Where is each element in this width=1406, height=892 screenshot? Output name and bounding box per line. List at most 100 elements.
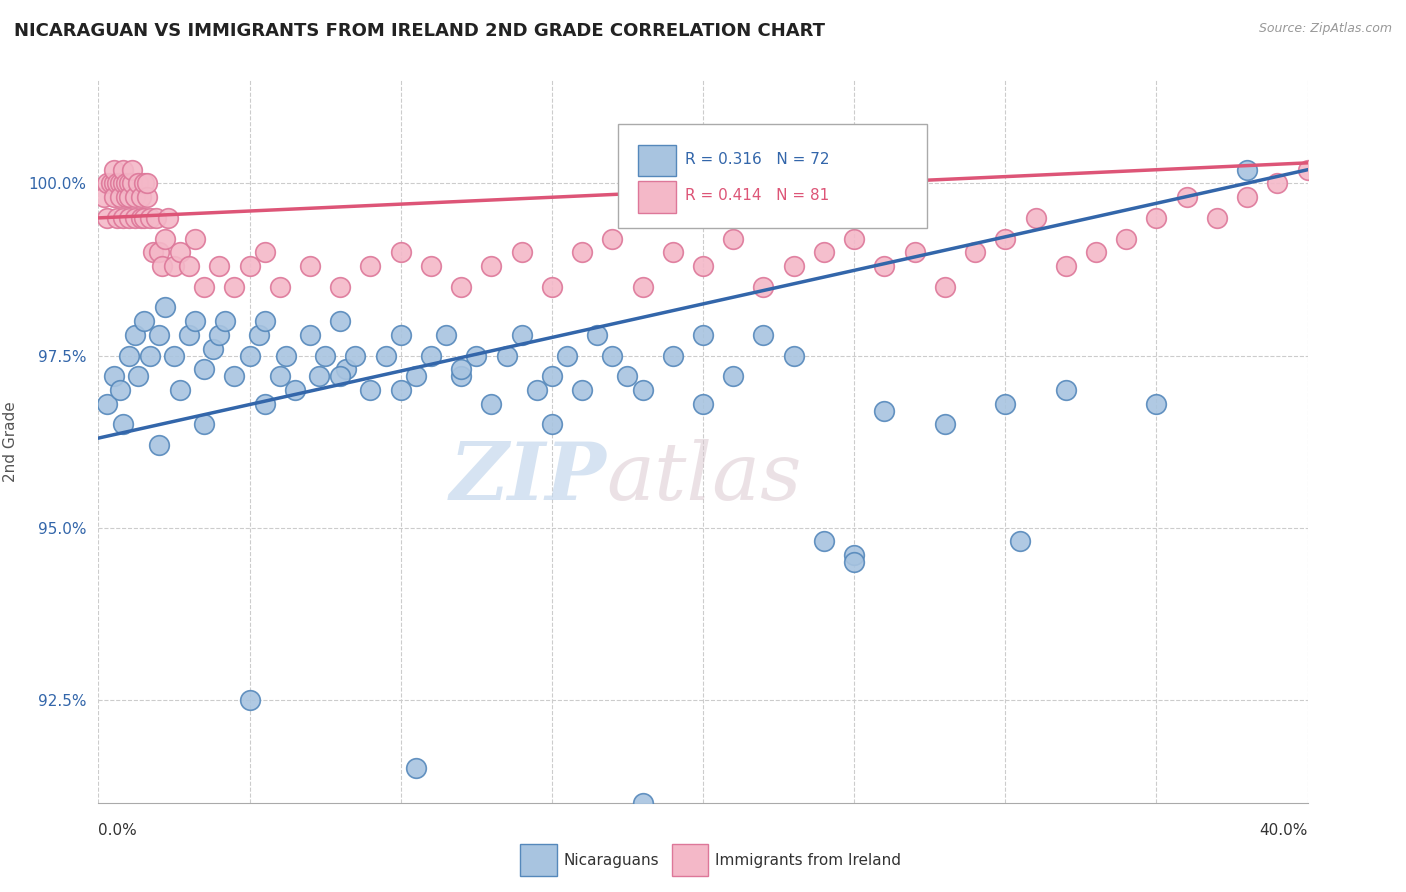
- Text: ZIP: ZIP: [450, 439, 606, 516]
- Point: [179, 327, 201, 342]
- Point: [96, 177, 118, 191]
- Point: [329, 369, 352, 384]
- Point: [148, 438, 170, 452]
- Point: [179, 259, 201, 273]
- Point: [616, 369, 638, 384]
- Point: [420, 259, 443, 273]
- Point: [135, 177, 157, 191]
- Point: [93, 190, 115, 204]
- Point: [253, 245, 276, 260]
- Point: [148, 327, 170, 342]
- Point: [124, 327, 146, 342]
- Text: R = 0.316   N = 72: R = 0.316 N = 72: [685, 153, 830, 168]
- Point: [239, 259, 262, 273]
- Point: [308, 369, 330, 384]
- Point: [434, 327, 457, 342]
- Point: [124, 211, 146, 225]
- Point: [495, 349, 517, 363]
- Point: [156, 211, 179, 225]
- Point: [571, 245, 593, 260]
- Point: [239, 692, 262, 706]
- Point: [335, 362, 357, 376]
- Point: [389, 245, 412, 260]
- Point: [813, 534, 835, 549]
- Point: [934, 279, 956, 293]
- Point: [661, 349, 683, 363]
- Point: [202, 342, 225, 356]
- Point: [169, 245, 191, 260]
- Point: [965, 245, 987, 260]
- Point: [1267, 177, 1289, 191]
- Point: [124, 190, 146, 204]
- Point: [1175, 190, 1198, 204]
- Point: [127, 177, 149, 191]
- Point: [783, 349, 806, 363]
- Point: [994, 397, 1017, 411]
- Point: [631, 279, 654, 293]
- Point: [105, 211, 128, 225]
- Point: [329, 279, 352, 293]
- Point: [465, 349, 488, 363]
- Point: [405, 761, 427, 775]
- Point: [723, 369, 745, 384]
- Point: [1085, 245, 1108, 260]
- Point: [108, 383, 131, 397]
- Point: [844, 548, 866, 562]
- Point: [114, 190, 136, 204]
- Point: [148, 245, 170, 260]
- Point: [284, 383, 307, 397]
- Point: [526, 383, 548, 397]
- Point: [269, 369, 291, 384]
- Text: atlas: atlas: [606, 439, 801, 516]
- Point: [314, 349, 336, 363]
- Point: [602, 349, 624, 363]
- Point: [1024, 211, 1046, 225]
- FancyBboxPatch shape: [638, 145, 676, 177]
- Point: [193, 417, 215, 432]
- Point: [153, 301, 176, 315]
- Point: [844, 231, 866, 245]
- Point: [783, 259, 806, 273]
- Point: [752, 327, 775, 342]
- Point: [420, 349, 443, 363]
- Point: [540, 417, 562, 432]
- Point: [111, 211, 134, 225]
- Point: [103, 190, 125, 204]
- Point: [631, 383, 654, 397]
- Point: [1146, 211, 1168, 225]
- Text: NICARAGUAN VS IMMIGRANTS FROM IRELAND 2ND GRADE CORRELATION CHART: NICARAGUAN VS IMMIGRANTS FROM IRELAND 2N…: [14, 22, 825, 40]
- Point: [118, 177, 141, 191]
- Point: [450, 279, 472, 293]
- Point: [129, 211, 152, 225]
- Point: [692, 397, 714, 411]
- Point: [1115, 231, 1137, 245]
- Point: [692, 259, 714, 273]
- Point: [103, 369, 125, 384]
- Point: [1010, 534, 1032, 549]
- Point: [114, 177, 136, 191]
- Point: [450, 362, 472, 376]
- Point: [602, 231, 624, 245]
- Point: [510, 245, 533, 260]
- Point: [111, 417, 134, 432]
- Point: [344, 349, 367, 363]
- Point: [96, 397, 118, 411]
- Point: [169, 383, 191, 397]
- Point: [132, 314, 155, 328]
- Point: [224, 279, 246, 293]
- Point: [571, 383, 593, 397]
- Point: [129, 190, 152, 204]
- Point: [586, 327, 609, 342]
- Point: [103, 177, 125, 191]
- Point: [214, 314, 236, 328]
- Point: [994, 231, 1017, 245]
- Point: [481, 259, 503, 273]
- Point: [1146, 397, 1168, 411]
- Point: [813, 245, 835, 260]
- Text: R = 0.414   N = 81: R = 0.414 N = 81: [685, 188, 830, 203]
- Point: [723, 231, 745, 245]
- Point: [1296, 162, 1319, 177]
- Point: [139, 349, 162, 363]
- Point: [631, 796, 654, 810]
- Point: [1236, 162, 1258, 177]
